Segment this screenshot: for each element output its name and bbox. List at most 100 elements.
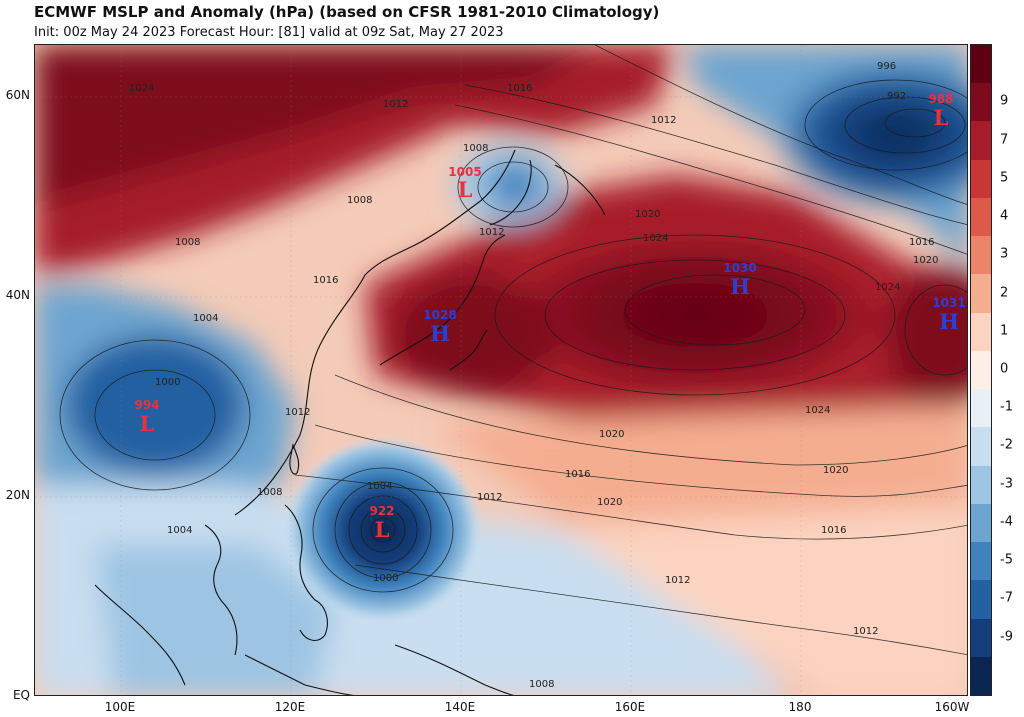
colorbar-tick-label: -4 [1000, 514, 1013, 530]
colorbar-tick-label: -2 [1000, 437, 1013, 453]
colorbar-segment [971, 83, 991, 122]
system-value: 994 [134, 398, 159, 412]
isobar-label: 1008 [529, 679, 554, 690]
colorbar-tick-label: -3 [1000, 476, 1013, 492]
colorbar-tick-label: -1 [1000, 399, 1013, 415]
system-value: 1005 [448, 165, 481, 179]
isobar-label: 992 [887, 91, 906, 102]
low-letter: L [140, 411, 155, 436]
isobar-label: 1008 [257, 487, 282, 498]
map-subtitle: Init: 00z May 24 2023 Forecast Hour: [81… [34, 25, 504, 40]
isobar-label: 1012 [665, 575, 690, 586]
system-value: 988 [928, 92, 953, 106]
isobar-label: 1020 [635, 209, 660, 220]
isobar-label: 1004 [193, 313, 218, 324]
system-value: 1028 [423, 308, 456, 322]
map-canvas: 996 992 1024 1016 1012 1008 1012 1020 10… [35, 45, 967, 695]
lat-label: 40N [5, 288, 30, 302]
lat-label: EQ [12, 688, 30, 702]
colorbar-segment [971, 159, 991, 199]
isobars [59, 45, 967, 656]
anomaly-map: 996 992 1024 1016 1012 1008 1012 1020 10… [34, 44, 968, 696]
low-988-marker: 988 L [928, 92, 953, 130]
lon-label: 120E [274, 700, 306, 714]
isobar-label: 1004 [367, 481, 392, 492]
colorbar-segment [971, 427, 991, 467]
low-1005-marker: 1005 L [448, 165, 481, 202]
high-letter: H [939, 309, 959, 334]
colorbar-segment [971, 45, 991, 84]
high-1030-marker: 1030 H [723, 261, 756, 299]
isobar-label: 1024 [875, 282, 900, 293]
lon-label: 160W [934, 700, 970, 714]
isobar-label: 1000 [155, 377, 180, 388]
isobar-label: 996 [877, 61, 896, 72]
colorbar-tick-label: -7 [1000, 590, 1013, 606]
isobar-label: 1020 [599, 429, 624, 440]
isobar-label: 1012 [479, 227, 504, 238]
low-letter: L [458, 177, 473, 202]
system-value: 1031 [932, 296, 965, 310]
colorbar-segment [971, 389, 991, 428]
isobar-label: 1012 [285, 407, 310, 418]
lat-label: 60N [5, 88, 30, 102]
colorbar-segment [971, 542, 991, 581]
lon-label: 160E [614, 700, 646, 714]
colorbar-tick-label: -5 [1000, 552, 1013, 568]
isobar-label: 1024 [805, 405, 830, 416]
high-1031-marker: 1031 H [932, 296, 965, 334]
isobar-label: 1016 [507, 83, 532, 94]
colorbar-segment [971, 274, 991, 314]
isobar-label: 1024 [643, 233, 668, 244]
isobar-label: 1012 [651, 115, 676, 126]
colorbar-tick-label: -9 [1000, 629, 1013, 645]
isobar-label: 1024 [129, 83, 154, 94]
colorbar-segment [971, 465, 991, 505]
typhoon-anomaly [283, 435, 483, 625]
isobar-label: 1012 [383, 99, 408, 110]
isobar-label: 1016 [313, 275, 338, 286]
system-value: 1030 [723, 261, 756, 275]
colorbar-tick-label: 7 [1000, 132, 1009, 148]
colorbar-tick-label: 5 [1000, 170, 1009, 186]
isobar-label: 1016 [821, 525, 846, 536]
colorbar-tick-label: 2 [1000, 285, 1009, 301]
colorbar-segment [971, 121, 991, 161]
isobar-label: 1020 [823, 465, 848, 476]
isobar-label: 1016 [565, 469, 590, 480]
colorbar-segment [971, 350, 991, 390]
high-letter: H [430, 321, 450, 346]
map-title: ECMWF MSLP and Anomaly (hPa) (based on C… [34, 3, 660, 21]
colorbar-segment [971, 312, 991, 352]
low-922-marker: 922 L [369, 504, 394, 542]
colorbar-tick-label: 0 [1000, 361, 1009, 377]
isobar-label: 1004 [167, 525, 192, 536]
system-value: 922 [369, 504, 394, 518]
isobar-labels: 996 992 1024 1016 1012 1008 1012 1020 10… [129, 61, 938, 690]
isobar-label: 1012 [477, 492, 502, 503]
low-994-marker: 994 L [134, 398, 159, 436]
isobar-label: 1008 [347, 195, 372, 206]
colorbar-tick-label: 9 [1000, 93, 1009, 109]
colorbar-segment [971, 503, 991, 543]
colorbar-tick-label: 3 [1000, 246, 1009, 262]
colorbar-segment [971, 656, 991, 696]
anomaly-colorbar [970, 44, 992, 696]
isobar-label: 1008 [175, 237, 200, 248]
isobar-label: 1000 [373, 573, 398, 584]
colorbar-tick-label: 1 [1000, 323, 1009, 339]
low-letter: L [375, 517, 390, 542]
colorbar-segment [971, 197, 991, 237]
lat-label: 20N [5, 488, 30, 502]
isobar-label: 1020 [597, 497, 622, 508]
colorbar-segment [971, 580, 991, 620]
colorbar-tick-label: 4 [1000, 208, 1009, 224]
low-letter: L [934, 105, 949, 130]
lon-label: 180 [788, 700, 812, 714]
pressure-systems: 988 L 1005 L 1030 H 1028 H 1031 H 994 L [134, 92, 965, 542]
high-1028-marker: 1028 H [423, 308, 456, 346]
colorbar-segment [971, 618, 991, 658]
isobar-label: 1008 [463, 143, 488, 154]
isobar-label: 1020 [913, 255, 938, 266]
isobar-label: 1012 [853, 626, 878, 637]
